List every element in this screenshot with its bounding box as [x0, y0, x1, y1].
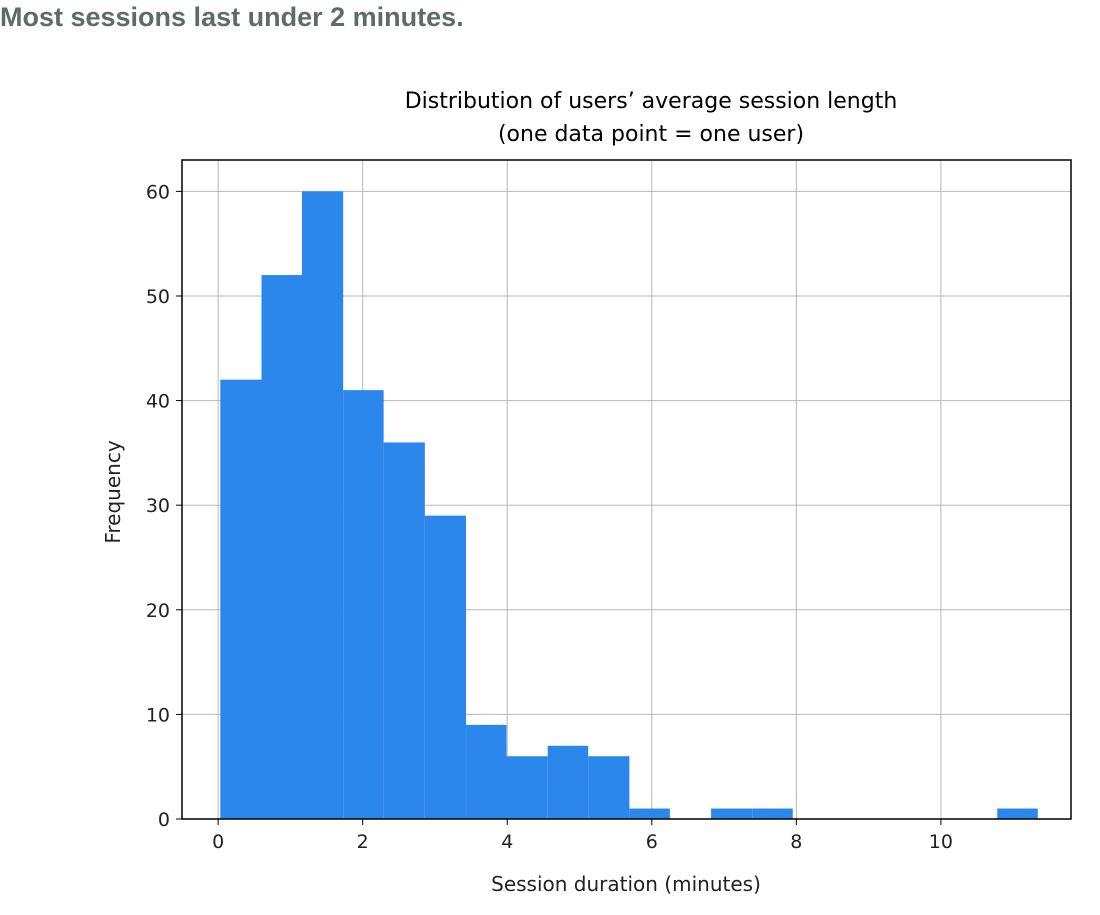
- histogram-bar: [301, 191, 344, 819]
- histogram-bar: [997, 808, 1038, 819]
- histogram-bar: [383, 442, 425, 819]
- y-tick-label: 10: [146, 704, 170, 726]
- chart-subtitle: (one data point = one user): [498, 122, 804, 147]
- histogram-bar: [547, 745, 589, 819]
- x-axis-label: Session duration (minutes): [491, 872, 761, 896]
- y-axis-label: Frequency: [101, 440, 125, 543]
- chart-title: Distribution of users’ average session l…: [405, 89, 898, 114]
- histogram-bar: [629, 808, 670, 819]
- x-tick-label: 4: [501, 831, 513, 853]
- plot-frame: [181, 159, 1072, 820]
- histogram-bar: [506, 756, 548, 819]
- y-tick-label: 30: [146, 495, 170, 517]
- histogram-bar: [588, 756, 630, 819]
- histogram-bar: [343, 390, 384, 819]
- histogram-bar: [424, 515, 467, 819]
- x-tick-label: 6: [646, 831, 658, 853]
- histogram-bar: [466, 724, 507, 819]
- histogram-bar: [261, 275, 302, 820]
- x-tick-label: 0: [212, 831, 224, 853]
- histogram-bar: [752, 808, 793, 819]
- y-tick-label: 20: [146, 600, 170, 622]
- y-tick-label: 40: [146, 391, 170, 413]
- histogram-bar: [220, 379, 262, 819]
- x-axis-ticks: 0 2 4 6 8 10: [212, 819, 953, 853]
- bars: [220, 191, 1038, 820]
- x-tick-label: 10: [929, 831, 953, 853]
- y-axis-ticks: 0 10 20 30 40 50 60: [146, 181, 182, 831]
- histogram-bar: [711, 808, 753, 819]
- x-tick-label: 8: [790, 831, 802, 853]
- headline: Most sessions last under 2 minutes.: [0, 2, 464, 32]
- y-tick-label: 60: [146, 181, 170, 203]
- x-tick-label: 2: [357, 831, 369, 853]
- y-tick-label: 0: [158, 809, 170, 831]
- y-tick-label: 50: [146, 286, 170, 308]
